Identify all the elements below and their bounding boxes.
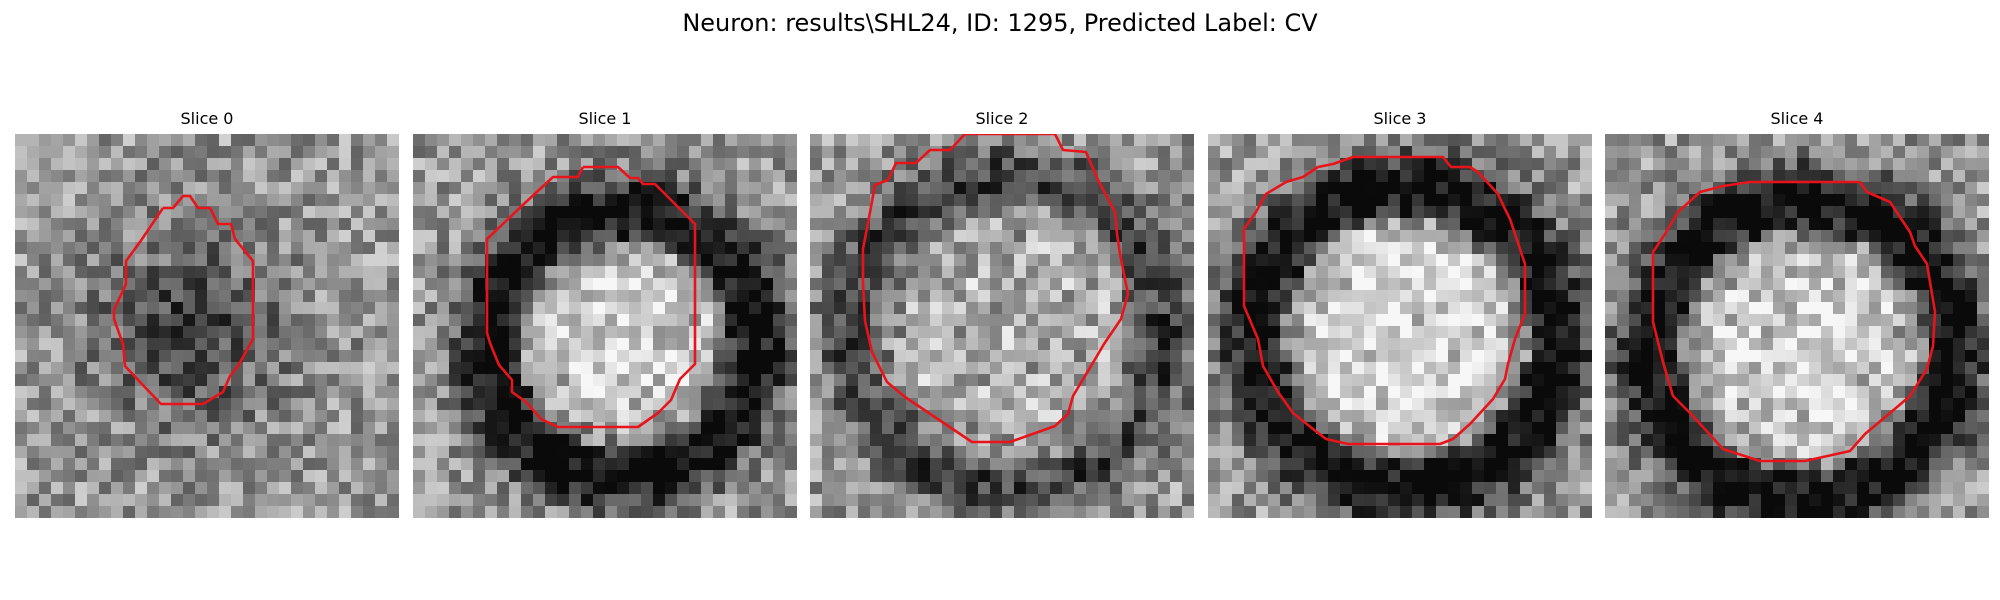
slice-title-4: Slice 4	[1770, 109, 1824, 128]
slice-image-3	[1208, 134, 1592, 518]
contour-outline-4	[1651, 180, 1937, 463]
contour-outline-2	[861, 134, 1130, 444]
slice-title-3: Slice 3	[1373, 109, 1427, 128]
contour-outline-0	[112, 194, 255, 406]
figure-title: Neuron: results\SHL24, ID: 1295, Predict…	[682, 9, 1318, 37]
slice-image-4	[1605, 134, 1989, 518]
contour-outline-1	[485, 165, 697, 429]
slice-title-2: Slice 2	[975, 109, 1029, 128]
contour-outline-3	[1242, 155, 1527, 446]
slice-image-1	[413, 134, 797, 518]
slice-image-0	[15, 134, 399, 518]
slice-image-2	[810, 134, 1194, 518]
slice-title-0: Slice 0	[180, 109, 234, 128]
slice-title-1: Slice 1	[578, 109, 632, 128]
